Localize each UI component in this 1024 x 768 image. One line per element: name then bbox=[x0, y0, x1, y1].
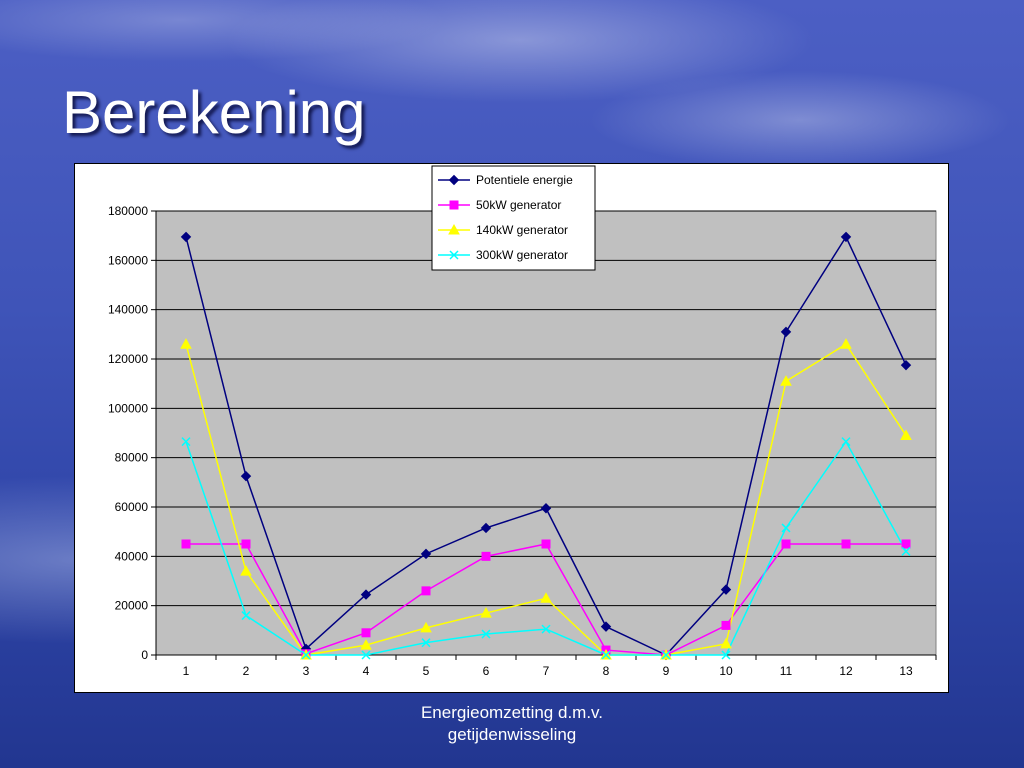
x-tick-label: 10 bbox=[719, 664, 733, 678]
series-4-point bbox=[841, 437, 851, 447]
legend-marker bbox=[449, 200, 459, 210]
legend-box bbox=[431, 165, 596, 271]
series-3-point bbox=[180, 338, 192, 349]
x-tick-label: 2 bbox=[243, 664, 250, 678]
series-4-point bbox=[661, 650, 671, 660]
series-2-point bbox=[721, 620, 731, 630]
series-4-point-stroke bbox=[361, 650, 371, 660]
legend-label: 50kW generator bbox=[476, 198, 561, 212]
y-tick-label: 180000 bbox=[108, 204, 148, 218]
x-tick-label: 3 bbox=[303, 664, 310, 678]
x-tick-label: 11 bbox=[780, 664, 793, 678]
series-1-point bbox=[840, 231, 852, 243]
series-3-point bbox=[240, 565, 252, 576]
x-tick-label: 9 bbox=[663, 664, 670, 678]
series-2-point bbox=[541, 539, 551, 549]
x-tick-label: 4 bbox=[363, 664, 370, 678]
series-4-point-stroke bbox=[721, 650, 731, 660]
series-1-point bbox=[780, 326, 792, 338]
x-tick-label: 8 bbox=[603, 664, 610, 678]
series-4-point-stroke bbox=[841, 437, 851, 447]
series-4-point-stroke bbox=[781, 523, 791, 533]
series-4-point bbox=[481, 629, 491, 639]
x-tick-label: 1 bbox=[183, 664, 190, 678]
footer-line-1: Energieomzetting d.m.v. bbox=[420, 703, 604, 722]
series-1-point bbox=[420, 548, 432, 560]
series-3-point bbox=[900, 429, 912, 440]
series-3-point bbox=[780, 375, 792, 386]
y-tick-label: 0 bbox=[141, 648, 148, 662]
series-4-point bbox=[241, 611, 251, 621]
legend-marker bbox=[448, 223, 460, 235]
series-4-point-stroke bbox=[541, 624, 551, 634]
series-4-point-stroke bbox=[601, 650, 611, 660]
series-1-point bbox=[540, 503, 552, 514]
series-2-point bbox=[841, 539, 851, 549]
legend-marker bbox=[449, 250, 459, 260]
y-tick-label: 140000 bbox=[108, 303, 148, 317]
series-4-point-stroke bbox=[241, 611, 251, 621]
y-tick-label: 20000 bbox=[115, 599, 149, 613]
series-2-point bbox=[481, 551, 491, 561]
series-4-point bbox=[781, 523, 791, 533]
series-3-point bbox=[840, 338, 852, 349]
series-4-point-stroke bbox=[181, 437, 191, 447]
y-tick-label: 100000 bbox=[108, 401, 148, 415]
series-2-point bbox=[901, 539, 911, 549]
slide-title: Berekening bbox=[62, 79, 366, 146]
y-tick-label: 60000 bbox=[115, 500, 149, 514]
series-1-point bbox=[480, 522, 492, 534]
series-2-point bbox=[241, 539, 251, 549]
series-4-point-stroke bbox=[421, 638, 431, 648]
y-tick-label: 80000 bbox=[115, 451, 149, 465]
series-4-point bbox=[301, 650, 311, 660]
legend-marker-stroke bbox=[449, 250, 459, 260]
series-1-point bbox=[600, 621, 612, 632]
y-tick-label: 160000 bbox=[108, 253, 148, 267]
line-chart: 0 20000 40000 60000 80000 100000 120000 140000 1… bbox=[108, 165, 937, 678]
series-3-point bbox=[540, 592, 552, 603]
y-tick-label: 120000 bbox=[108, 352, 148, 366]
series-4-point bbox=[361, 650, 371, 660]
x-tick-label: 13 bbox=[899, 664, 913, 678]
series-1-point bbox=[720, 584, 732, 595]
series-4-point bbox=[721, 650, 731, 660]
x-tick-label: 7 bbox=[543, 664, 550, 678]
legend-label: 300kW generator bbox=[476, 248, 568, 262]
series-4-point bbox=[601, 650, 611, 660]
series-2-point bbox=[361, 628, 371, 638]
x-tick-label: 6 bbox=[483, 664, 490, 678]
footer-line-2: getijdenwisseling bbox=[447, 725, 577, 744]
series-4-point-stroke bbox=[481, 629, 491, 639]
series-4-point bbox=[541, 624, 551, 634]
legend-label: 140kW generator bbox=[476, 223, 568, 237]
series-2-point bbox=[421, 586, 431, 596]
legend-marker bbox=[448, 174, 460, 186]
series-4-point-stroke bbox=[901, 546, 911, 556]
series-1-point bbox=[240, 470, 252, 482]
series-1-point bbox=[900, 359, 912, 371]
x-tick-label: 12 bbox=[839, 664, 853, 678]
series-3-point bbox=[480, 607, 492, 618]
legend-label: Potentiele energie bbox=[476, 173, 573, 187]
series-2-point bbox=[781, 539, 791, 549]
series-3-point bbox=[720, 637, 732, 649]
series-4-point-stroke bbox=[661, 650, 671, 660]
series-4-point bbox=[181, 437, 191, 447]
y-tick-label: 40000 bbox=[115, 549, 149, 563]
series-4-point bbox=[421, 638, 431, 648]
series-2-point bbox=[181, 539, 191, 549]
series-1-point bbox=[360, 589, 372, 600]
series-3-point bbox=[360, 639, 372, 650]
series-4-point-stroke bbox=[301, 650, 311, 660]
plot-background bbox=[155, 210, 937, 656]
series-3-point bbox=[420, 621, 432, 633]
chart-area: 0 20000 40000 60000 80000 100000 120000 140000 1… bbox=[74, 163, 949, 693]
series-4-point bbox=[901, 546, 911, 556]
slide-footer: Energieomzetting d.m.v. getijdenwisselin… bbox=[362, 702, 662, 746]
series-1-point bbox=[180, 231, 192, 243]
x-tick-label: 5 bbox=[423, 664, 430, 678]
